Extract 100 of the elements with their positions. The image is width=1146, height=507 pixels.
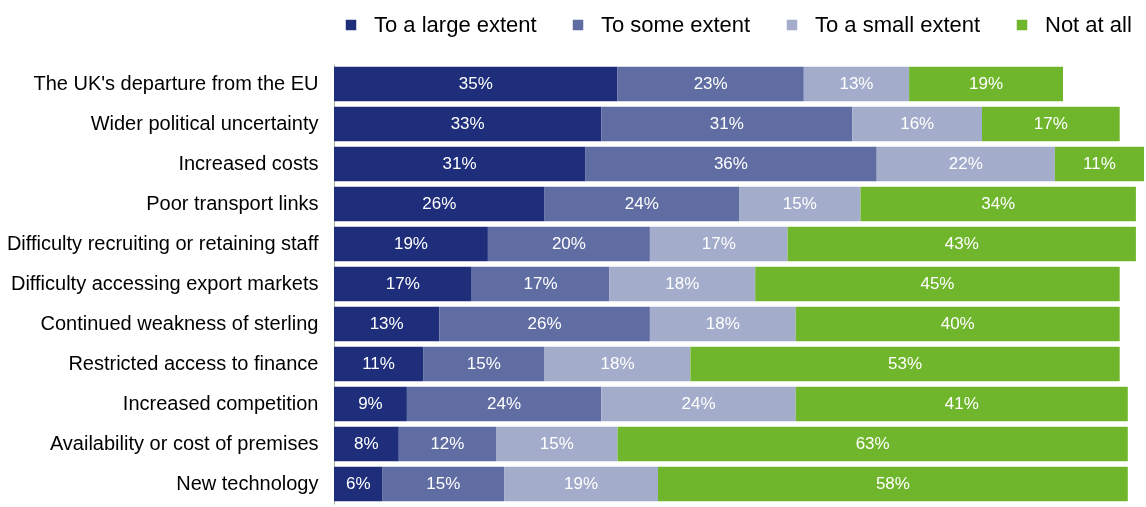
y-tick-label: Availability or cost of premises: [49, 432, 319, 454]
data-label: 35%: [458, 74, 493, 93]
data-label: 9%: [358, 394, 383, 413]
data-label: 22%: [948, 154, 983, 173]
data-label: 11%: [1083, 154, 1116, 173]
data-label: 34%: [981, 194, 1016, 213]
data-label: 15%: [782, 194, 817, 213]
data-label: 58%: [875, 474, 910, 493]
data-label: 31%: [442, 154, 477, 173]
data-label: 19%: [564, 474, 599, 493]
bar: [423, 346, 545, 382]
legend-label: Not at all: [1045, 12, 1132, 37]
data-label: 26%: [422, 194, 457, 213]
bar: [795, 386, 1128, 422]
data-label: 16%: [900, 114, 935, 133]
data-label: 45%: [920, 274, 955, 293]
data-label: 17%: [701, 234, 736, 253]
y-tick-label: Difficulty accessing export markets: [10, 272, 319, 294]
bar: [876, 146, 1055, 182]
bar: [617, 426, 1128, 462]
y-tick-label: Poor transport links: [146, 192, 319, 214]
bar: [382, 466, 505, 502]
bar: [504, 466, 658, 502]
bar: [471, 266, 610, 302]
bar: [739, 186, 861, 222]
data-label: 24%: [681, 394, 716, 413]
legend-label: To a small extent: [815, 12, 981, 37]
data-label: 18%: [705, 314, 740, 333]
bar: [617, 66, 804, 102]
bar: [334, 266, 472, 302]
data-label: 24%: [487, 394, 522, 413]
bar: [795, 306, 1120, 342]
bar: [406, 386, 602, 422]
bar: [334, 146, 586, 182]
data-label: 41%: [944, 394, 979, 413]
y-tick-label: Increased competition: [122, 392, 319, 414]
bar: [860, 186, 1136, 222]
data-label: 18%: [600, 354, 635, 373]
bar: [1054, 146, 1144, 182]
data-label: 36%: [713, 154, 748, 173]
bar: [852, 106, 982, 142]
bar: [649, 226, 788, 262]
data-label: 33%: [450, 114, 485, 133]
y-tick-label: Continued weakness of sterling: [40, 312, 319, 334]
data-label: 6%: [346, 474, 371, 493]
data-label: 26%: [527, 314, 562, 333]
y-tick-label: Difficulty recruiting or retaining staff: [6, 232, 319, 254]
bar: [544, 186, 739, 222]
bar: [334, 386, 407, 422]
bar: [658, 466, 1128, 502]
data-label: 20%: [551, 234, 586, 253]
bar: [334, 226, 488, 262]
bar: [334, 66, 618, 102]
y-tick-label: Wider political uncertainty: [90, 112, 319, 134]
bar: [334, 346, 424, 382]
bar: [787, 226, 1136, 262]
bar: [601, 386, 796, 422]
data-label: 18%: [665, 274, 700, 293]
data-label: 19%: [393, 234, 428, 253]
data-label: 12%: [430, 434, 465, 453]
legend-label: To some extent: [601, 12, 751, 37]
data-label: 40%: [940, 314, 975, 333]
data-label: 63%: [855, 434, 890, 453]
data-label: 17%: [523, 274, 558, 293]
bar: [544, 346, 691, 382]
bar: [803, 66, 910, 102]
data-label: 19%: [969, 74, 1004, 93]
data-label: 13%: [839, 74, 874, 93]
data-label: 15%: [539, 434, 574, 453]
bar: [439, 306, 650, 342]
data-label: 23%: [693, 74, 728, 93]
bar: [487, 226, 650, 262]
data-label: 31%: [709, 114, 744, 133]
data-label: 17%: [385, 274, 420, 293]
bar: [334, 306, 440, 342]
bar: [585, 146, 877, 182]
data-label: 15%: [466, 354, 501, 373]
bar: [398, 426, 496, 462]
bar: [982, 106, 1120, 142]
bar: [909, 66, 1063, 102]
data-label: 53%: [888, 354, 923, 373]
bar: [609, 266, 756, 302]
data-label: 17%: [1033, 114, 1068, 133]
data-label: 13%: [369, 314, 404, 333]
y-tick-label: Restricted access to finance: [68, 352, 319, 374]
y-tick-label: Increased costs: [178, 152, 319, 174]
data-label: 8%: [354, 434, 379, 453]
y-tick-label: New technology: [176, 472, 319, 494]
data-label: 11%: [362, 354, 395, 373]
bar: [649, 306, 796, 342]
data-label: 24%: [624, 194, 659, 213]
bar: [334, 426, 399, 462]
bar: [334, 186, 545, 222]
bar: [334, 106, 602, 142]
bar: [496, 426, 618, 462]
legend-label: To a large extent: [374, 12, 537, 37]
bar: [690, 346, 1120, 382]
data-label: 15%: [426, 474, 461, 493]
data-label: 43%: [944, 234, 979, 253]
y-tick-label: The UK's departure from the EU: [33, 72, 319, 94]
